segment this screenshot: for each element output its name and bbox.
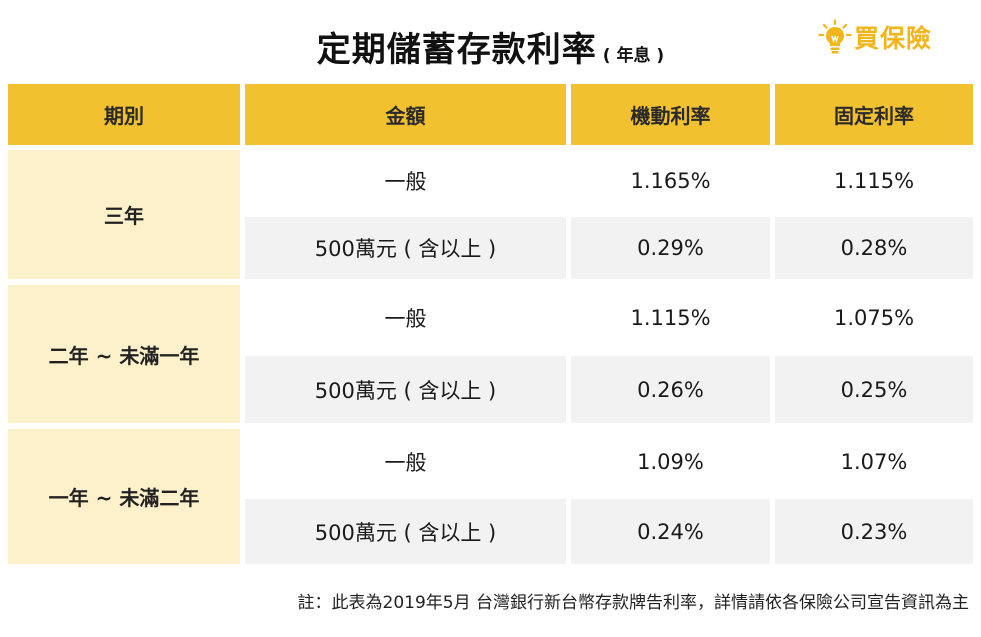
brand-logo[interactable]: 買保險 (818, 18, 932, 56)
fixed-rate-cell: 0.25% (775, 356, 973, 423)
amount-cell: 500萬元 ( 含以上 ) (245, 356, 566, 423)
page-subtitle: ( 年息 ) (602, 46, 665, 66)
lightbulb-icon (818, 19, 852, 54)
amount-cell: 500萬元 ( 含以上 ) (245, 217, 566, 279)
fixed-rate-cell: 1.07% (775, 429, 973, 494)
period-label-two-year: 二年 ~ 未滿一年 (8, 285, 240, 423)
header-floating-rate: 機動利率 (571, 84, 770, 145)
brand-logo-text: 買保險 (854, 24, 933, 53)
period-label-one-year: 一年 ~ 未滿二年 (8, 429, 240, 564)
floating-rate-cell: 1.09% (571, 429, 770, 494)
header-period: 期別 (8, 84, 240, 145)
fixed-rate-cell: 0.23% (775, 499, 973, 564)
floating-rate-cell: 0.26% (571, 356, 770, 423)
fixed-rate-cell: 1.115% (775, 150, 973, 212)
fixed-rate-cell: 0.28% (775, 217, 973, 279)
header-amount: 金額 (245, 84, 566, 145)
floating-rate-cell: 0.24% (571, 499, 770, 564)
header-fixed-rate: 固定利率 (775, 84, 973, 145)
amount-cell: 500萬元 ( 含以上 ) (245, 499, 566, 564)
footnote: 註：此表為2019年5月 台灣銀行新台幣存款牌告利率，詳情請依各保險公司宣告資訊… (297, 593, 969, 613)
page-title-block: 定期儲蓄存款利率( 年息 ) (0, 22, 981, 71)
floating-rate-cell: 0.29% (571, 217, 770, 279)
amount-cell: 一般 (245, 429, 566, 494)
amount-cell: 一般 (245, 150, 566, 212)
period-label-three-year: 三年 (8, 150, 240, 279)
floating-rate-cell: 1.115% (571, 285, 770, 351)
floating-rate-cell: 1.165% (571, 150, 770, 212)
page-title: 定期儲蓄存款利率 (316, 30, 597, 70)
amount-cell: 一般 (245, 285, 566, 351)
fixed-rate-cell: 1.075% (775, 285, 973, 351)
